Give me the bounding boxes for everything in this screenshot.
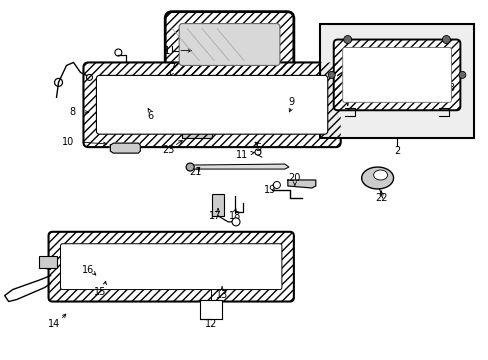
Text: 8: 8 <box>69 107 76 117</box>
Polygon shape <box>188 164 288 169</box>
Circle shape <box>273 181 280 189</box>
Ellipse shape <box>361 167 393 189</box>
Text: 9: 9 <box>288 97 294 107</box>
FancyBboxPatch shape <box>342 48 450 102</box>
FancyBboxPatch shape <box>179 24 279 66</box>
FancyBboxPatch shape <box>83 62 340 147</box>
Text: 1: 1 <box>164 45 170 55</box>
Text: 5: 5 <box>254 143 261 153</box>
FancyBboxPatch shape <box>48 232 293 302</box>
FancyBboxPatch shape <box>333 40 459 110</box>
Circle shape <box>442 36 449 44</box>
Circle shape <box>327 71 335 78</box>
Text: 4: 4 <box>358 91 364 101</box>
Circle shape <box>186 163 194 171</box>
Text: 14: 14 <box>48 319 61 329</box>
Text: 20: 20 <box>288 173 301 183</box>
Polygon shape <box>287 180 315 188</box>
Text: 18: 18 <box>228 211 241 221</box>
Circle shape <box>458 71 465 78</box>
Bar <box>212 194 224 216</box>
Text: 15: 15 <box>94 287 106 297</box>
Bar <box>39 256 57 268</box>
Text: 22: 22 <box>375 193 387 203</box>
Text: 21: 21 <box>188 167 201 177</box>
Text: 10: 10 <box>62 137 75 147</box>
Text: 11: 11 <box>235 150 247 160</box>
Circle shape <box>343 36 351 44</box>
Text: 3: 3 <box>447 84 453 93</box>
Text: 1: 1 <box>164 45 170 55</box>
Text: 23: 23 <box>162 145 174 155</box>
Bar <box>319 24 473 138</box>
Polygon shape <box>110 143 140 153</box>
FancyBboxPatch shape <box>96 75 327 134</box>
Text: 19: 19 <box>263 185 276 195</box>
Ellipse shape <box>373 170 387 180</box>
Bar <box>200 300 222 319</box>
FancyBboxPatch shape <box>61 244 281 289</box>
Text: 6: 6 <box>147 111 153 121</box>
Text: 12: 12 <box>204 319 217 329</box>
Text: 16: 16 <box>82 265 94 275</box>
Text: 17: 17 <box>208 211 221 221</box>
FancyBboxPatch shape <box>165 12 293 77</box>
Text: 2: 2 <box>393 146 399 156</box>
Circle shape <box>232 218 240 226</box>
Bar <box>182 131 212 138</box>
Text: 13: 13 <box>216 289 228 300</box>
Text: 7: 7 <box>169 63 175 73</box>
